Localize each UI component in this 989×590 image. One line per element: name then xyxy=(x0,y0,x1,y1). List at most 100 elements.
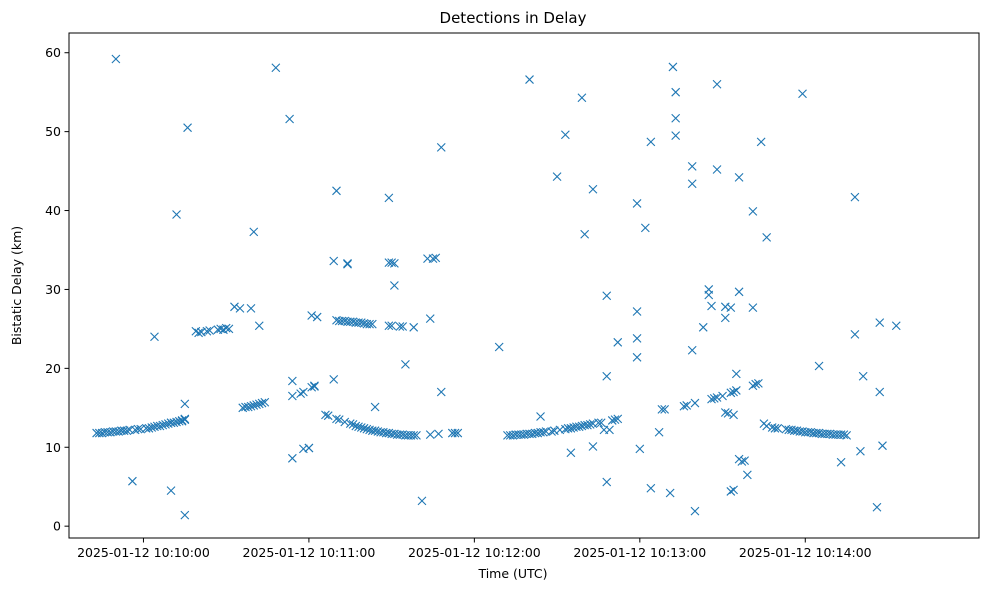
y-axis-label: Bistatic Delay (km) xyxy=(9,226,24,345)
data-point xyxy=(856,446,865,456)
data-point xyxy=(671,131,681,140)
data-point xyxy=(671,113,681,123)
data-point xyxy=(723,408,733,418)
data-point xyxy=(731,386,741,395)
data-point xyxy=(773,423,783,433)
data-point xyxy=(574,422,584,432)
data-point xyxy=(712,79,722,89)
data-point xyxy=(731,369,741,379)
data-point xyxy=(536,412,545,421)
data-point xyxy=(334,415,344,425)
data-point xyxy=(230,302,239,312)
data-point xyxy=(850,330,860,339)
data-point xyxy=(729,387,738,397)
data-points xyxy=(92,54,901,520)
data-point xyxy=(312,312,322,322)
data-point xyxy=(307,311,317,320)
data-point xyxy=(654,427,664,437)
data-point xyxy=(668,62,678,72)
data-point xyxy=(687,161,697,171)
data-point xyxy=(682,401,692,410)
data-point xyxy=(613,337,623,347)
data-point xyxy=(607,416,617,425)
data-point xyxy=(635,444,645,454)
data-point xyxy=(155,421,165,431)
data-point xyxy=(183,123,192,133)
data-point xyxy=(390,281,399,290)
data-point xyxy=(734,287,744,297)
data-point xyxy=(307,382,317,392)
data-point xyxy=(332,186,341,196)
y-tick-label: 50 xyxy=(45,124,61,139)
data-point xyxy=(798,89,807,99)
data-point xyxy=(194,328,203,338)
data-point xyxy=(588,184,598,194)
data-point xyxy=(147,423,157,432)
data-point xyxy=(202,326,212,336)
data-point xyxy=(583,420,592,430)
data-point xyxy=(340,417,350,427)
data-point xyxy=(252,400,261,410)
data-point xyxy=(287,391,297,401)
data-point xyxy=(362,424,372,434)
data-point xyxy=(891,321,901,331)
data-point xyxy=(431,253,441,263)
data-point xyxy=(254,399,264,409)
data-point xyxy=(246,303,256,313)
data-point xyxy=(365,319,374,329)
data-point xyxy=(740,456,749,466)
data-point xyxy=(660,404,670,414)
data-point xyxy=(412,431,421,440)
data-point xyxy=(367,319,377,329)
data-point xyxy=(709,393,719,403)
data-point xyxy=(180,399,190,409)
data-point xyxy=(345,419,355,428)
x-axis: 2025-01-12 10:10:00 2025-01-12 10:11:00 20… xyxy=(77,538,872,560)
data-point xyxy=(577,93,587,103)
data-point xyxy=(729,485,738,495)
data-point xyxy=(754,378,763,388)
data-point xyxy=(646,137,656,147)
data-point xyxy=(588,442,598,451)
data-point xyxy=(737,457,747,466)
data-point xyxy=(436,143,446,152)
data-point xyxy=(205,326,215,335)
data-point xyxy=(249,227,259,237)
data-point xyxy=(596,418,606,428)
data-point xyxy=(712,393,722,402)
x-axis-label: Time (UTC) xyxy=(477,566,547,581)
data-point xyxy=(180,415,190,425)
y-tick-label: 0 xyxy=(53,519,61,534)
data-point xyxy=(726,487,736,496)
x-tick-label: 2025-01-12 10:12:00 xyxy=(408,545,541,560)
data-point xyxy=(707,394,716,404)
data-point xyxy=(566,423,576,433)
data-point xyxy=(525,75,534,84)
data-point xyxy=(299,387,308,397)
y-tick-label: 60 xyxy=(45,45,61,60)
data-point xyxy=(836,457,846,467)
data-point xyxy=(310,382,319,391)
data-point xyxy=(351,421,361,431)
data-point xyxy=(726,303,736,312)
x-tick-label: 2025-01-12 10:10:00 xyxy=(77,545,210,560)
data-point xyxy=(436,387,446,397)
data-point xyxy=(235,303,245,313)
data-point xyxy=(450,428,460,438)
data-point xyxy=(602,291,612,301)
data-point xyxy=(742,470,752,480)
data-point xyxy=(329,256,339,266)
data-point xyxy=(585,419,595,429)
data-point xyxy=(390,259,399,268)
data-point xyxy=(398,322,408,331)
data-point xyxy=(260,397,270,407)
data-point xyxy=(354,422,363,432)
data-point xyxy=(687,179,697,189)
data-point xyxy=(133,424,143,434)
data-point xyxy=(704,290,714,300)
data-point xyxy=(417,496,427,506)
data-point xyxy=(150,332,159,342)
data-point xyxy=(221,323,231,333)
data-point xyxy=(395,322,405,331)
data-point xyxy=(770,423,780,433)
